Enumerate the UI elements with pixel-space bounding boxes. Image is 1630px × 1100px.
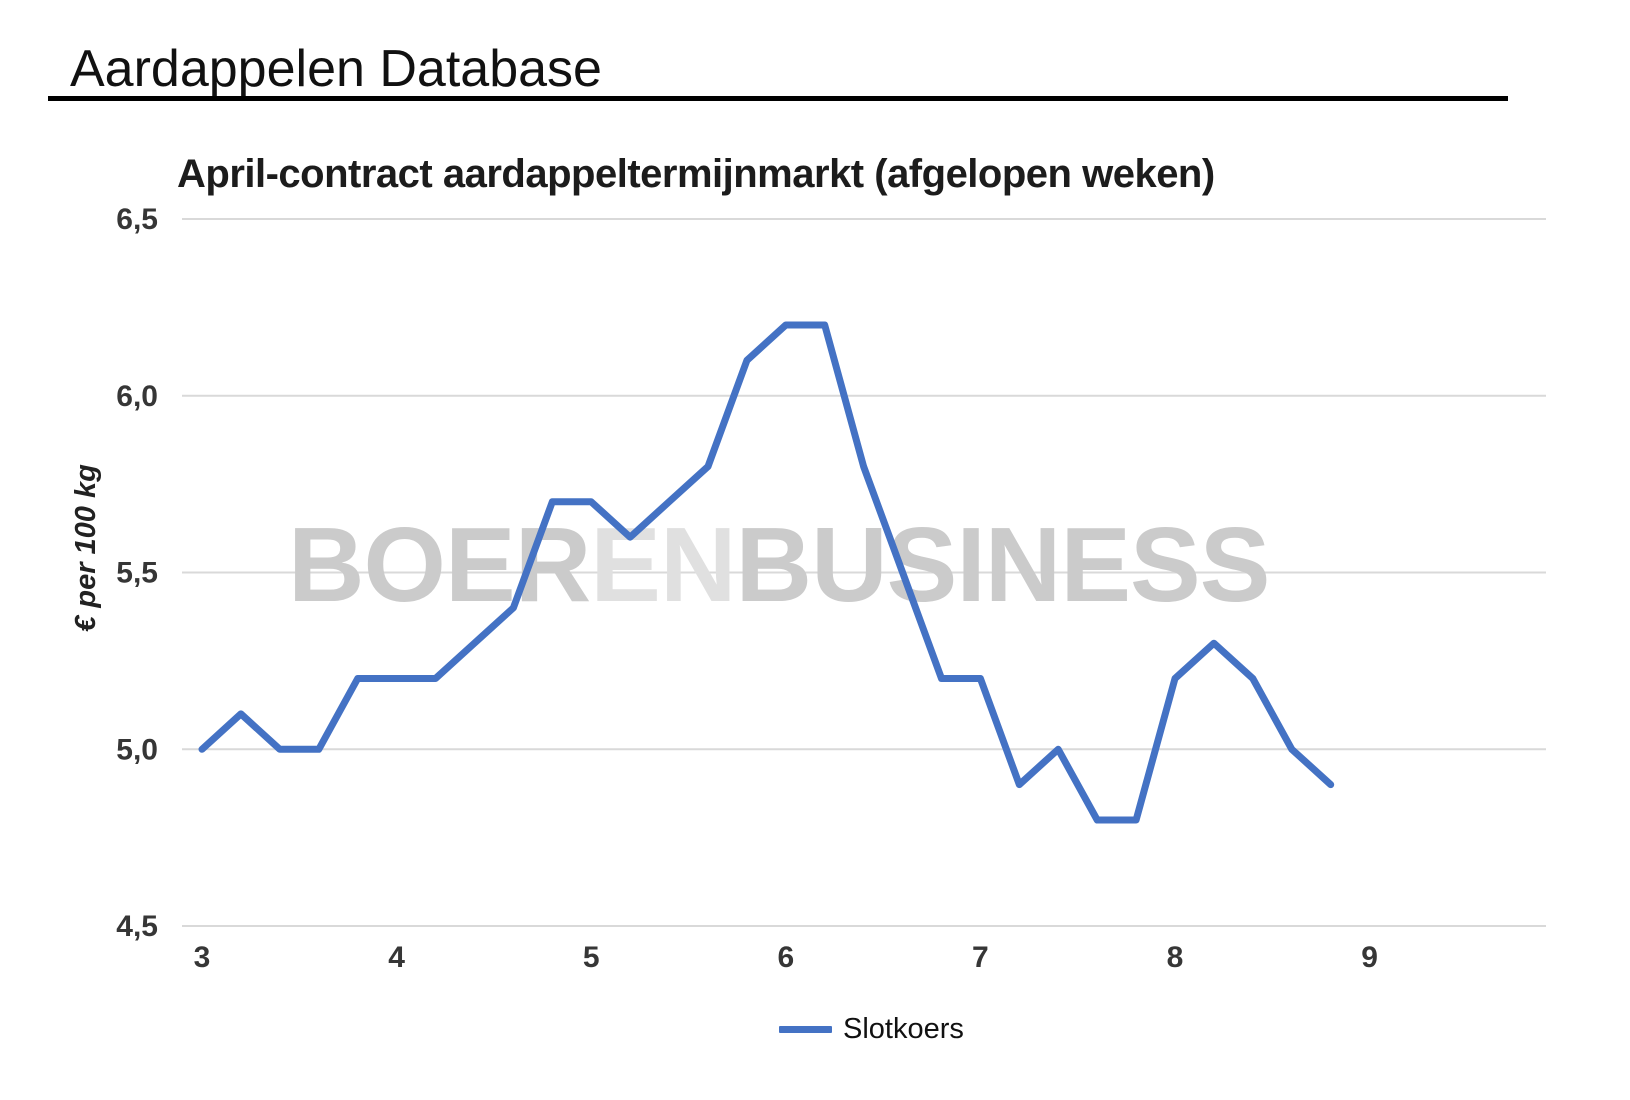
- y-tick-label-6,0: 6,0: [116, 380, 158, 413]
- chart-title: April-contract aardappeltermijnmarkt (af…: [177, 152, 1215, 196]
- x-tick-label-9: 9: [1361, 941, 1378, 974]
- x-tick-label-8: 8: [1167, 941, 1184, 974]
- header-divider: [48, 96, 1508, 101]
- legend-line-swatch: [779, 1025, 832, 1033]
- x-tick-label-7: 7: [972, 941, 989, 974]
- page-title: Aardappelen Database: [70, 40, 602, 98]
- y-tick-label-6,5: 6,5: [116, 203, 158, 236]
- y-tick-label-5,0: 5,0: [116, 733, 158, 766]
- price-line-slotkoers: [198, 321, 1335, 824]
- x-tick-label-4: 4: [388, 941, 405, 974]
- y-tick-label-4,5: 4,5: [116, 910, 158, 943]
- x-tick-label-3: 3: [194, 941, 211, 974]
- x-tick-label-5: 5: [583, 941, 600, 974]
- legend: Slotkoers: [779, 1008, 964, 1050]
- x-tick-label-6: 6: [777, 941, 794, 974]
- y-axis-title: € per 100 kg: [70, 464, 102, 632]
- y-tick-label-5,5: 5,5: [116, 557, 158, 590]
- watermark-text: BOERENBUSINESS: [288, 506, 1269, 624]
- legend-label: Slotkoers: [843, 1012, 964, 1045]
